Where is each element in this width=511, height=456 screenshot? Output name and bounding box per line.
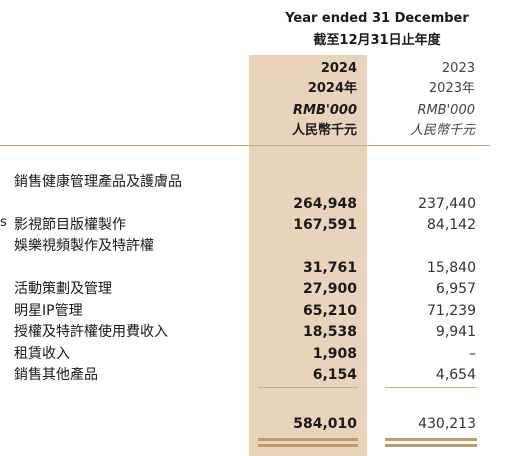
value-2024-health-skincare: 264,948 [293,196,357,212]
value-2024-celebrity-ip: 65,210 [302,303,357,319]
total-double-rule-2024-upper [258,438,358,441]
total-double-rule-2023-lower [385,444,477,447]
value-2023-other-products: 4,654 [435,367,476,383]
col-2023-year-zh: 2023年 [428,81,475,96]
row-label-event-planning: 活動策劃及管理 [14,281,112,297]
value-2023-rental-income: – [469,346,476,362]
col-2024-unit-zh: 人民幣千元 [291,123,357,138]
period-heading-en: Year ended 31 December [285,11,469,26]
value-2024-licensing-royalty: 18,538 [302,324,357,340]
subtotal-rule-2023 [385,387,477,388]
value-2023-entertainment-video: 15,840 [427,260,476,276]
row-label-film-tv: 影視節目版權製作 [14,217,126,233]
row-label-other-products: 銷售其他產品 [14,367,98,383]
value-2023-licensing-royalty: 9,941 [435,324,476,340]
row-label-celebrity-ip: 明星IP管理 [14,303,83,319]
row-label-licensing-royalty: 授權及特許權使用費收入 [14,324,168,340]
value-2024-other-products: 6,154 [312,367,357,383]
value-2023-celebrity-ip: 71,239 [427,303,476,319]
header-rule [0,145,490,146]
row-label-health-skincare: 銷售健康管理產品及護膚品 [14,174,182,190]
total-2023: 430,213 [418,416,476,432]
value-2024-rental-income: 1,908 [312,346,357,362]
value-2023-health-skincare: 237,440 [418,196,476,212]
total-double-rule-2024-lower [258,444,358,447]
col-2024-unit-en: RMB'000 [293,103,357,118]
period-heading-zh: 截至12月31日止年度 [313,33,441,48]
total-double-rule-2023-upper [385,438,477,441]
value-2024-entertainment-video: 31,761 [302,260,357,276]
col-2023-unit-zh: 人民幣千元 [409,123,475,138]
value-2023-event-planning: 6,957 [435,281,476,297]
value-2023-film-tv: 84,142 [427,217,476,233]
cropped-edge-text: s [0,215,7,230]
col-2023-unit-en: RMB'000 [417,103,475,118]
value-2024-event-planning: 27,900 [302,281,357,297]
col-2024-year: 2024 [320,61,357,76]
total-2024: 584,010 [293,416,357,432]
highlight-column-2024 [249,55,367,456]
row-label-entertainment-video: 娛樂視頻製作及特許權 [14,238,154,254]
subtotal-rule-2024 [258,387,358,388]
col-2023-year: 2023 [441,61,475,76]
col-2024-year-zh: 2024年 [307,81,357,96]
row-label-rental-income: 租賃收入 [14,346,70,362]
value-2024-film-tv: 167,591 [293,217,357,233]
